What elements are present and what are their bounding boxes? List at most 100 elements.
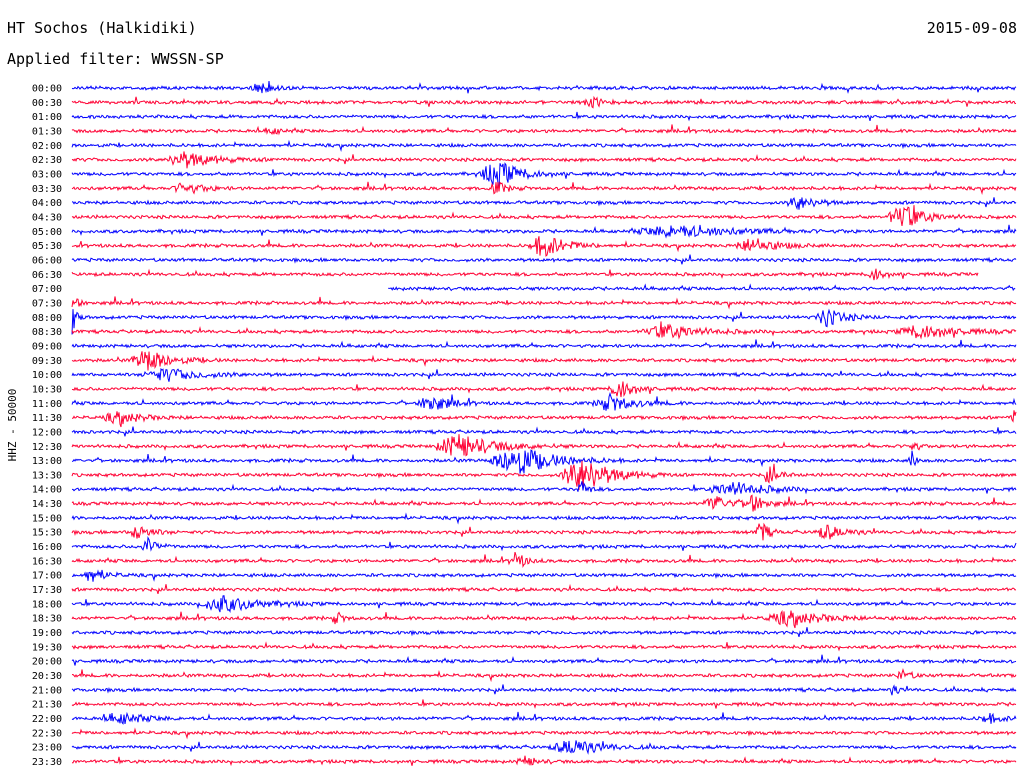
tick-label-06-30: 06:30 (32, 270, 62, 281)
trace-08-30 (71, 321, 1017, 340)
tick-label-00-30: 00:30 (32, 98, 62, 109)
tick-label-14-30: 14:30 (32, 499, 62, 510)
station-title: HT Sochos (Halkidiki) (7, 19, 197, 37)
trace-19-00 (71, 627, 1017, 638)
trace-03-00 (71, 162, 1017, 189)
tick-label-08-30: 08:30 (32, 327, 62, 338)
trace-16-00 (71, 536, 1017, 552)
tick-label-09-00: 09:00 (32, 341, 62, 352)
tick-label-20-30: 20:30 (32, 671, 62, 682)
trace-11-00 (71, 391, 1017, 411)
tick-label-19-30: 19:30 (32, 642, 62, 653)
tick-label-03-30: 03:30 (32, 184, 62, 195)
tick-label-20-00: 20:00 (32, 657, 62, 668)
y-axis-label: HHZ - 50000 (6, 389, 19, 462)
trace-20-00 (71, 654, 1017, 666)
tick-label-09-30: 09:30 (32, 356, 62, 367)
tick-label-21-00: 21:00 (32, 685, 62, 696)
tick-label-13-30: 13:30 (32, 470, 62, 481)
trace-16-30 (71, 551, 1017, 568)
trace-14-00 (72, 481, 1017, 495)
tick-label-13-00: 13:00 (32, 456, 62, 467)
trace-06-30 (71, 268, 979, 281)
tick-label-15-30: 15:30 (32, 528, 62, 539)
tick-label-02-30: 02:30 (32, 155, 62, 166)
tick-label-16-00: 16:00 (32, 542, 62, 553)
trace-01-00 (71, 111, 1017, 122)
trace-07-00 (388, 283, 1016, 292)
time-tick-labels: 00:00 00:30 01:00 01:30 02:00 02:30 03:00 03:30… (32, 84, 62, 769)
trace-10-30 (71, 381, 1017, 398)
trace-13-30 (71, 460, 1017, 490)
filter-label: Applied filter: WWSSN-SP (7, 50, 224, 68)
tick-label-05-00: 05:00 (32, 227, 62, 238)
tick-label-01-30: 01:30 (32, 126, 62, 137)
tick-label-19-00: 19:00 (32, 628, 62, 639)
trace-03-30 (71, 181, 1017, 195)
trace-22-00 (71, 711, 1017, 725)
trace-04-30 (71, 205, 1017, 226)
tick-label-08-00: 08:00 (32, 313, 62, 324)
trace-01-30 (71, 124, 1017, 136)
tick-label-12-00: 12:00 (32, 427, 62, 438)
trace-20-30 (71, 667, 1017, 683)
tick-label-11-30: 11:30 (32, 413, 62, 424)
trace-02-30 (71, 151, 1017, 169)
tick-label-18-00: 18:00 (32, 599, 62, 610)
trace-08-00 (71, 308, 1017, 335)
tick-label-11-00: 11:00 (32, 399, 62, 410)
tick-label-16-30: 16:30 (32, 556, 62, 567)
trace-15-00 (71, 512, 1017, 525)
tick-label-15-00: 15:00 (32, 513, 62, 524)
tick-label-05-30: 05:30 (32, 241, 62, 252)
trace-18-30 (71, 609, 1017, 629)
tick-label-14-00: 14:00 (32, 485, 62, 496)
tick-label-03-00: 03:00 (32, 169, 62, 180)
tick-label-23-00: 23:00 (32, 743, 62, 754)
trace-04-00 (71, 197, 1017, 211)
trace-12-30 (71, 434, 1017, 457)
tick-label-17-30: 17:30 (32, 585, 62, 596)
trace-21-30 (71, 699, 1017, 709)
date-label: 2015-09-08 (926, 19, 1017, 37)
trace-09-30 (71, 351, 1017, 371)
tick-label-21-30: 21:30 (32, 700, 62, 711)
trace-18-00 (71, 595, 1017, 614)
trace-19-30 (71, 641, 1017, 652)
tick-label-07-00: 07:00 (32, 284, 62, 295)
tick-label-23-30: 23:30 (32, 757, 62, 768)
tick-label-10-00: 10:00 (32, 370, 62, 381)
tick-label-22-30: 22:30 (32, 728, 62, 739)
trace-21-00 (71, 684, 1017, 696)
trace-22-30 (71, 727, 1017, 740)
trace-00-00 (71, 80, 1017, 94)
trace-group (71, 80, 1017, 767)
tick-label-04-00: 04:00 (32, 198, 62, 209)
tick-label-06-00: 06:00 (32, 255, 62, 266)
trace-23-30 (71, 755, 1017, 767)
trace-06-00 (71, 254, 1017, 265)
trace-23-00 (71, 740, 1017, 755)
tick-label-07-30: 07:30 (32, 298, 62, 309)
trace-12-00 (71, 426, 1017, 437)
tick-label-10-30: 10:30 (32, 384, 62, 395)
trace-05-00 (71, 224, 1017, 239)
trace-05-30 (71, 236, 1017, 257)
trace-17-30 (71, 583, 1017, 595)
tick-label-12-30: 12:30 (32, 442, 62, 453)
tick-label-01-00: 01:00 (32, 112, 62, 123)
trace-14-30 (71, 494, 1017, 512)
trace-17-00 (71, 569, 1017, 582)
tick-label-04-30: 04:30 (32, 212, 62, 223)
trace-13-00 (71, 449, 1017, 474)
tick-label-18-30: 18:30 (32, 614, 62, 625)
trace-07-30 (71, 296, 1017, 310)
trace-09-00 (71, 339, 1017, 350)
trace-00-30 (71, 95, 1017, 109)
trace-15-30 (71, 522, 1017, 541)
trace-02-00 (71, 139, 1017, 152)
tick-label-00-00: 00:00 (32, 84, 62, 95)
tick-label-02-00: 02:00 (32, 141, 62, 152)
trace-10-00 (71, 367, 1017, 382)
